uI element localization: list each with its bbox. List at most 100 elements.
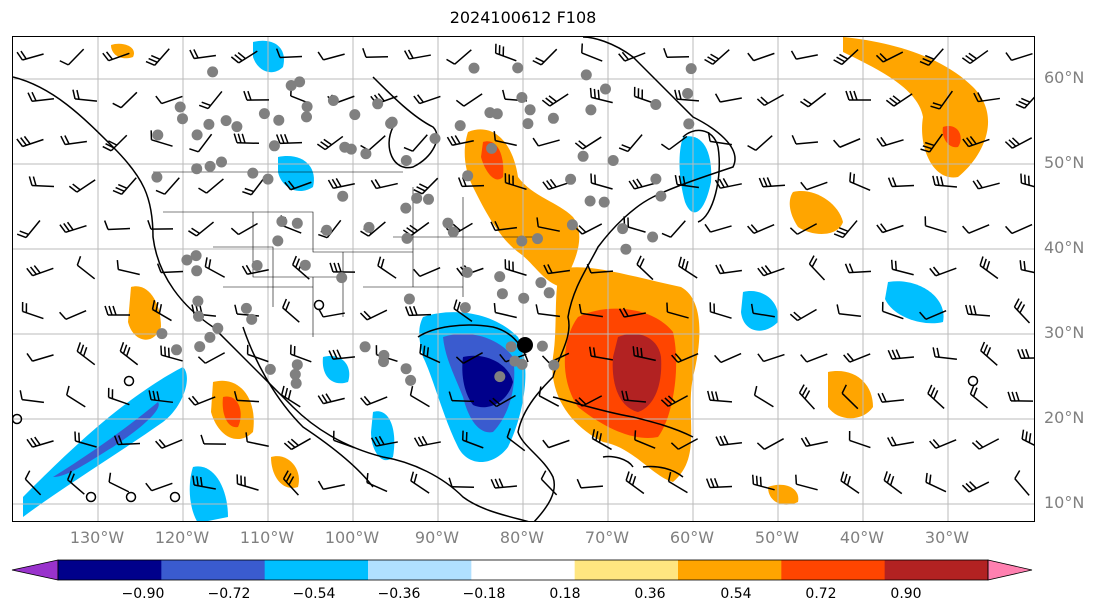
station-dot bbox=[247, 167, 259, 179]
station-dot bbox=[496, 288, 508, 300]
wind-barb bbox=[840, 471, 860, 494]
warm-anomaly-eastus-core bbox=[481, 141, 504, 180]
station-dot bbox=[290, 377, 302, 389]
wind-barb bbox=[833, 138, 861, 148]
station-dot bbox=[543, 287, 555, 299]
wind-barb bbox=[670, 438, 699, 450]
map-canvas bbox=[13, 37, 1034, 521]
wind-barb bbox=[542, 178, 570, 191]
warm-anomaly-midatlantic bbox=[789, 191, 843, 234]
wind-barb bbox=[618, 134, 643, 153]
station-dot bbox=[363, 221, 375, 233]
wind-barb bbox=[59, 310, 87, 320]
wind-barb bbox=[151, 300, 172, 322]
wind-barb bbox=[145, 482, 173, 492]
wind-barb bbox=[919, 48, 944, 66]
station-dot bbox=[289, 368, 301, 380]
wind-barb bbox=[674, 175, 699, 189]
warm-anomaly-small-3 bbox=[768, 484, 799, 505]
lon-label-40w: 40°W bbox=[839, 528, 885, 547]
station-dot bbox=[566, 219, 578, 231]
wind-barb bbox=[68, 179, 96, 193]
wind-barb bbox=[328, 349, 356, 360]
wind-barb bbox=[1015, 91, 1034, 109]
station-dot bbox=[512, 62, 524, 74]
station-dot bbox=[294, 76, 306, 88]
wind-barb bbox=[327, 178, 355, 189]
wind-barb bbox=[16, 219, 41, 239]
station-dot bbox=[494, 271, 506, 283]
calm-wind-circles bbox=[13, 299, 979, 503]
wind-barb bbox=[881, 301, 904, 320]
wind-barb bbox=[660, 135, 688, 151]
storm-center-marker bbox=[517, 337, 533, 353]
station-dot bbox=[204, 331, 216, 343]
wind-barb bbox=[189, 133, 213, 153]
wind-barb bbox=[317, 51, 345, 61]
cold-anomaly-eastpac bbox=[741, 291, 779, 331]
wind-barb bbox=[747, 52, 775, 62]
wind-barb bbox=[1013, 298, 1031, 324]
station-dot bbox=[337, 190, 349, 202]
warm-anomaly-northatlantic bbox=[843, 37, 989, 178]
colorbar-tick-label: −0.36 bbox=[377, 586, 421, 602]
wind-barb bbox=[230, 222, 258, 236]
wind-barb bbox=[112, 177, 137, 195]
station-dot bbox=[429, 133, 441, 144]
colorbar-tick-label: 0.90 bbox=[890, 586, 922, 602]
wind-barb bbox=[848, 430, 871, 449]
wind-barb bbox=[60, 135, 87, 146]
cold-anomaly-hudson bbox=[679, 136, 712, 213]
wind-barb bbox=[493, 302, 517, 319]
wind-barb bbox=[542, 439, 570, 449]
wind-barb bbox=[751, 474, 775, 491]
warm-anomaly-pacific bbox=[128, 286, 161, 340]
colorbar-segment bbox=[574, 560, 679, 580]
wind-barb bbox=[494, 43, 517, 62]
wind-barb bbox=[317, 393, 345, 405]
colorbar bbox=[11, 559, 1033, 581]
lon-label-100w: 100°W bbox=[324, 528, 380, 547]
wind-barb bbox=[233, 133, 260, 145]
station-dot bbox=[524, 104, 536, 116]
wind-barb bbox=[282, 470, 299, 496]
station-dot bbox=[505, 341, 517, 353]
station-dot bbox=[190, 250, 202, 262]
station-dot bbox=[258, 108, 270, 120]
wind-barb bbox=[413, 94, 441, 105]
wind-barb bbox=[536, 217, 560, 232]
wind-barb bbox=[316, 135, 344, 151]
wind-barb bbox=[636, 255, 654, 281]
wind-barb bbox=[26, 352, 54, 362]
station-dot bbox=[372, 98, 384, 110]
colorbar-segment bbox=[884, 560, 989, 580]
station-dot bbox=[359, 341, 371, 353]
wind-barb bbox=[204, 257, 226, 278]
wind-barb bbox=[789, 223, 818, 235]
station-dot bbox=[577, 150, 589, 162]
colorbar-segment bbox=[58, 560, 162, 580]
wind-barb bbox=[493, 131, 517, 147]
wind-barb bbox=[317, 480, 345, 490]
colorbar-extend-low bbox=[11, 559, 59, 581]
colorbar-frame bbox=[57, 559, 989, 581]
wind-barb bbox=[800, 181, 828, 191]
wind-barb bbox=[833, 220, 858, 239]
station-dot bbox=[301, 111, 312, 123]
contour-fills bbox=[23, 37, 989, 521]
station-dot bbox=[682, 88, 694, 99]
wind-barb bbox=[24, 470, 42, 496]
wind-barb bbox=[961, 481, 990, 493]
wind-barb bbox=[962, 224, 990, 234]
wind-barb bbox=[413, 266, 441, 278]
wind-barb bbox=[289, 344, 312, 363]
station-dot bbox=[468, 62, 480, 74]
warm-anomaly-small-2 bbox=[111, 43, 134, 59]
wind-barb bbox=[76, 342, 96, 366]
station-dot bbox=[360, 148, 372, 160]
wind-barb bbox=[661, 220, 686, 238]
wind-barb bbox=[591, 429, 612, 451]
wind-barb bbox=[791, 134, 819, 145]
colorbar-tick-label: −0.54 bbox=[292, 586, 336, 602]
lon-label-50w: 50°W bbox=[754, 528, 800, 547]
